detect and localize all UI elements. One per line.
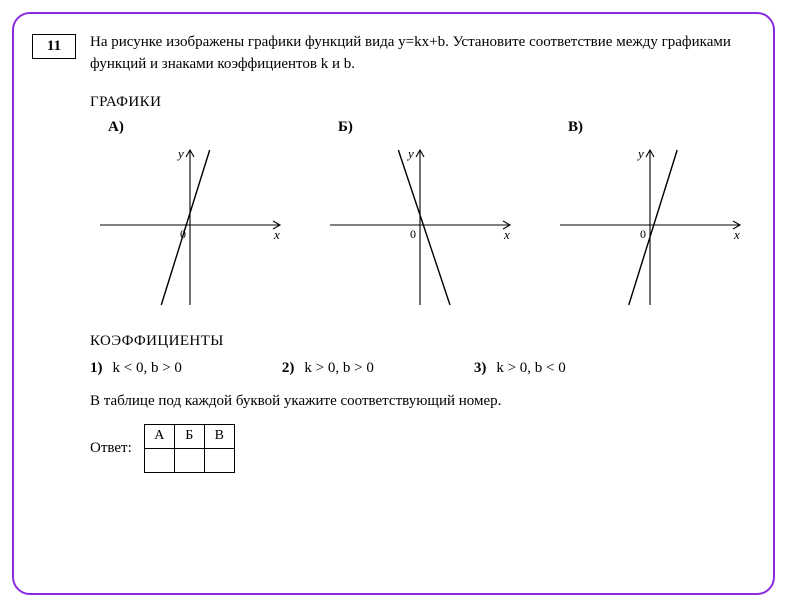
problem-card: 11 На рисунке изображены графики функций… — [12, 12, 775, 595]
graph-a: xy0 — [90, 140, 290, 315]
coef-num-1: 1) — [90, 360, 103, 377]
svg-text:y: y — [636, 146, 644, 161]
ans-header-v: В — [204, 424, 234, 448]
graphs-title: ГРАФИКИ — [90, 94, 747, 111]
question-number-box: 11 — [32, 34, 76, 59]
graph-label-v: В) — [568, 119, 583, 136]
ans-header-b: Б — [174, 424, 204, 448]
svg-text:x: x — [733, 227, 740, 242]
svg-text:x: x — [273, 227, 280, 242]
svg-text:0: 0 — [640, 227, 646, 241]
ans-cell-b[interactable] — [174, 448, 204, 472]
coef-item-2: 2) k > 0, b > 0 — [282, 360, 374, 377]
graph-label-a: А) — [108, 119, 124, 136]
coefficients-row: 1) k < 0, b > 0 2) k > 0, b > 0 3) k > 0… — [90, 360, 747, 377]
graphs-row: А) x y 0 Б) x y 0 В) x y 0 — [90, 119, 747, 315]
graph-b: x y 0 — [320, 140, 520, 315]
table-row — [144, 448, 234, 472]
coef-item-1: 1) k < 0, b > 0 — [90, 360, 182, 377]
content-area: ГРАФИКИ А) x y 0 Б) x y 0 В) x y 0 КОЭФФИЦИЕНТ… — [90, 94, 747, 473]
graph-block-v: В) x y 0 — [550, 119, 750, 315]
ans-header-a: А — [144, 424, 174, 448]
coef-item-3: 3) k > 0, b < 0 — [474, 360, 566, 377]
question-number: 11 — [47, 38, 61, 54]
coef-text-3: k > 0, b < 0 — [496, 360, 565, 377]
table-row: А Б В — [144, 424, 234, 448]
svg-text:y: y — [176, 146, 184, 161]
answer-label: Ответ: — [90, 440, 132, 457]
graph-block-a: А) xy0 — [90, 119, 290, 315]
ans-cell-v[interactable] — [204, 448, 234, 472]
coef-text-2: k > 0, b > 0 — [304, 360, 373, 377]
instruction-text: В таблице под каждой буквой укажите соот… — [90, 393, 747, 410]
svg-text:x: x — [503, 227, 510, 242]
coef-num-3: 3) — [474, 360, 487, 377]
graph-block-b: Б) x y 0 — [320, 119, 520, 315]
svg-text:0: 0 — [410, 227, 416, 241]
answer-row: Ответ: А Б В — [90, 424, 747, 473]
header-row: 11 На рисунке изображены графики функций… — [32, 32, 747, 76]
coef-text-1: k < 0, b > 0 — [113, 360, 182, 377]
graph-label-b: Б) — [338, 119, 353, 136]
answer-table: А Б В — [144, 424, 235, 473]
svg-text:y: y — [406, 146, 414, 161]
coefficients-title: КОЭФФИЦИЕНТЫ — [90, 333, 747, 350]
graph-v: x y 0 — [550, 140, 750, 315]
coef-num-2: 2) — [282, 360, 295, 377]
ans-cell-a[interactable] — [144, 448, 174, 472]
problem-text: На рисунке изображены графики функций ви… — [90, 32, 747, 76]
